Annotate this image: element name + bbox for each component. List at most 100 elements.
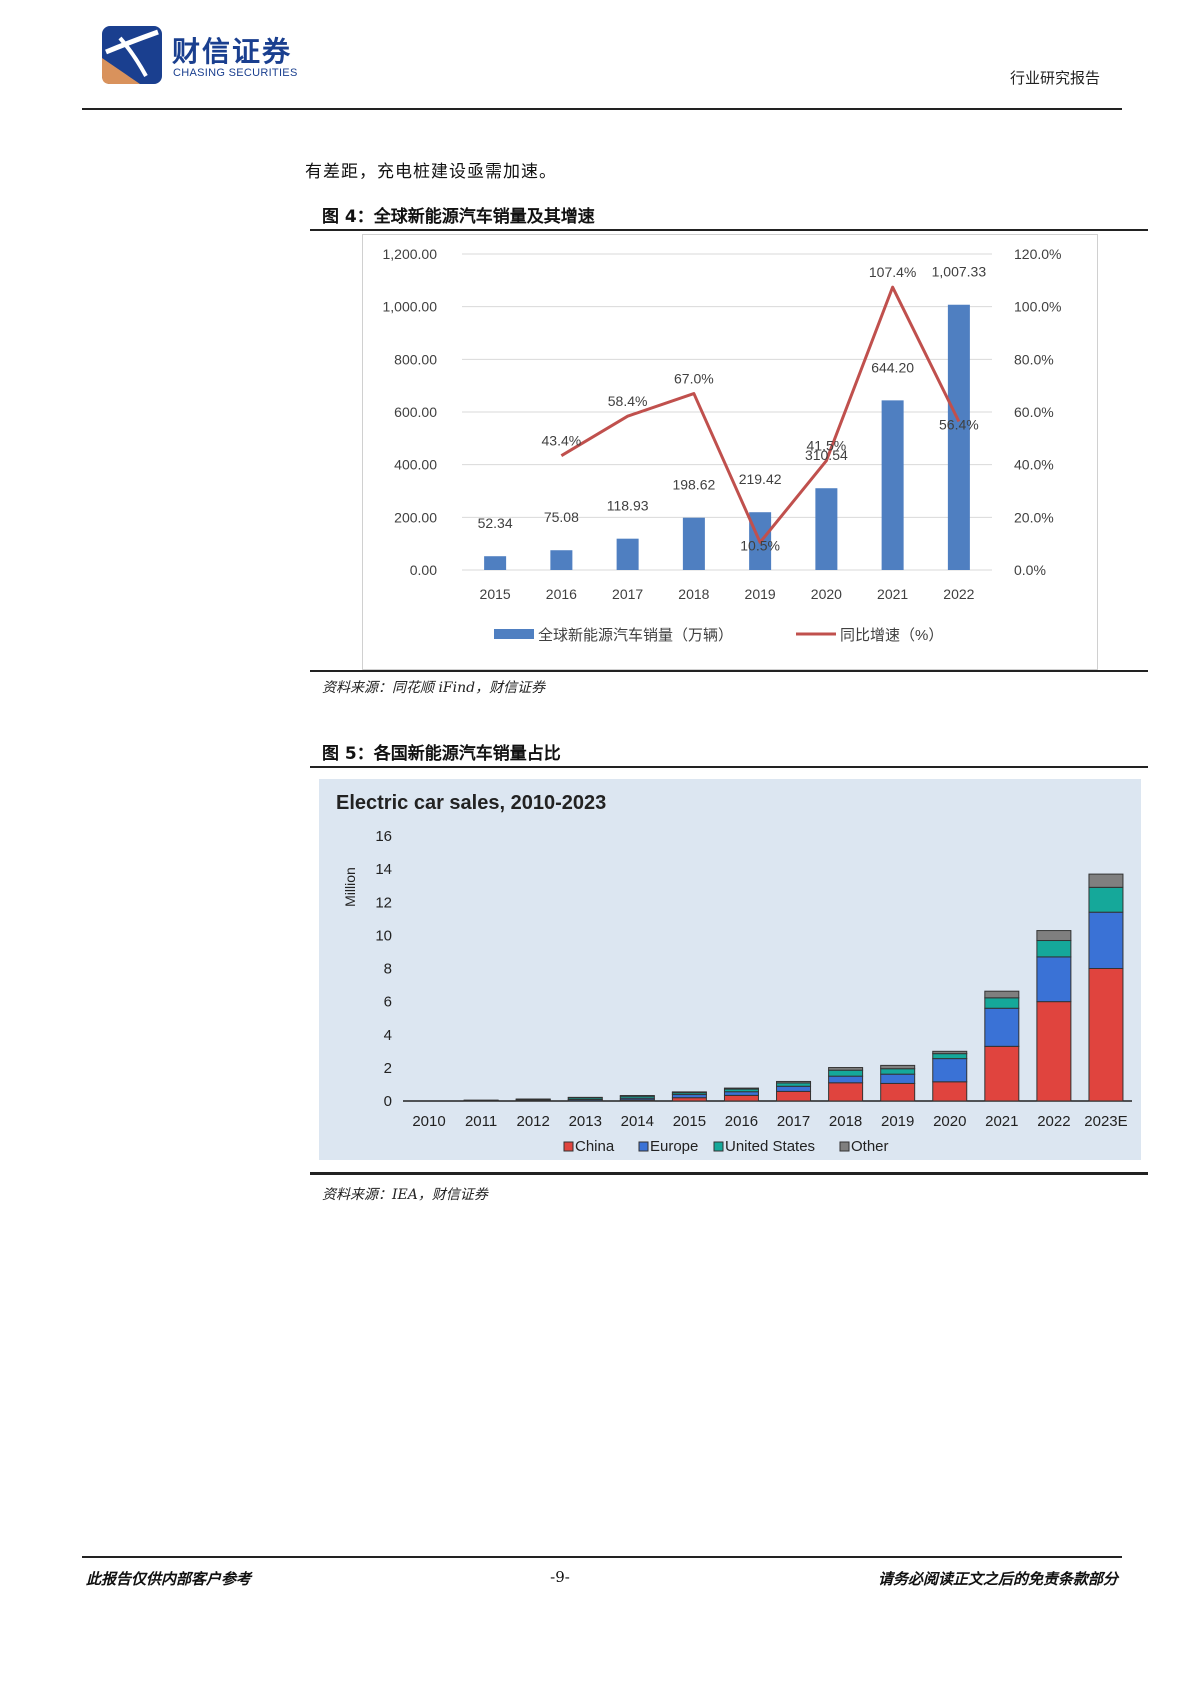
chart5-bar-2023E-china [1088,968,1124,1102]
figure4-chart: 0.00 200.00 400.00 600.00 800.00 1,000.00 1,20… [362,234,1098,670]
chart4-left-tick-label: 600.00 [394,404,437,420]
chart5-legend-label: United States [725,1138,815,1155]
chart4-bar-value-label: 198.62 [672,477,715,493]
chart5-legend-label: Europe [650,1138,698,1155]
chart4-growth-label: 41.5% [807,438,847,454]
chart4-growth-label: 56.4% [939,416,979,432]
chart5-x-tick-label: 2010 [412,1113,445,1130]
figure4-source: 资料来源：同花顺 iFind，财信证券 [322,680,546,696]
chart5-legend-label: China [575,1138,615,1155]
chart4-bar-value-label: 644.20 [871,359,914,375]
chart4-x-tick-label: 2015 [480,586,511,602]
chart5-bar-2022-united-states [1036,940,1072,958]
chart4-bar-value-label: 1,007.33 [932,264,987,280]
figure5-title: 图 5：各国新能源汽车销量占比 [322,744,561,764]
chart5-y-axis-label: Million [342,867,358,907]
chart5-y-tick-label: 2 [384,1060,392,1077]
figure5-bottom-rule [310,1172,1148,1175]
chart4-right-tick-label: 0.0% [1014,562,1046,578]
company-name-cn: 财信证券 [172,35,293,68]
chart5-bar-2017-china [776,1090,812,1102]
chart5-legend-swatch-3 [839,1141,850,1152]
chart4-bar-value-label: 310.54 [805,447,848,463]
chart5-bar-2017-other [776,1080,812,1084]
chart5-x-tick-label: 2016 [725,1113,758,1130]
figure5-top-rule [310,766,1148,768]
chart5-bar-2018-other [828,1067,864,1071]
chart4-legend-bar-swatch [494,629,534,639]
chart5-legend-label: Other [851,1138,889,1155]
chart5-y-tick-label: 8 [384,961,392,978]
chart5-bar-2023E-europe [1088,911,1124,969]
figure5-chart: Electric car sales, 2010-2023 Million 0 2 4 6… [319,779,1141,1160]
chart4-frame [362,234,1098,670]
chart5-y-tick-label: 16 [375,828,392,845]
chart5-bar-2017-europe [776,1085,812,1092]
chart5-x-tick-label: 2020 [933,1113,966,1130]
chart5-x-tick-label: 2014 [621,1113,654,1130]
footer-divider [82,1556,1122,1558]
chart4-legend-bar-label: 全球新能源汽车销量（万辆） [538,626,733,644]
chart4-right-tick-label: 40.0% [1014,457,1054,473]
chart5-bar-2022-china [1036,1001,1072,1102]
chart5-bar-2014-other [619,1095,655,1097]
chart4-bar-2017 [616,538,639,570]
chart5-x-tick-label: 2018 [829,1113,862,1130]
chart5-x-tick-label: 2023E [1084,1113,1127,1130]
chart5-bar-2021-united-states [984,997,1020,1009]
chart5-legend-swatch-1 [638,1141,649,1152]
chart5-x-tick-label: 2022 [1037,1113,1070,1130]
chasing-securities-logo-icon [102,26,162,84]
chart5-bar-2021-china [984,1045,1020,1102]
chart5-x-tick-label: 2021 [985,1113,1018,1130]
chart4-growth-label: 58.4% [608,393,648,409]
chart4-bar-value-label: 219.42 [739,471,782,487]
company-name-en: CHASING SECURITIES [173,67,298,79]
chart5-bar-2020-china [932,1081,968,1102]
chart5-bar-2016-other [723,1087,759,1090]
chart4-left-tick-label: 800.00 [394,351,437,367]
chart5-bar-2022-europe [1036,956,1072,1003]
chart5-title: Electric car sales, 2010-2023 [336,792,606,814]
chart5-legend-swatch-2 [713,1141,724,1152]
chart4-left-tick-label: 200.00 [394,509,437,525]
chart5-y-tick-label: 4 [384,1027,392,1044]
chart4-growth-label: 67.0% [674,371,714,387]
chart5-bar-2021-europe [984,1007,1020,1047]
chart4-growth-line [560,285,961,544]
chart5-bar-2023E-other [1088,873,1124,888]
chart4-x-tick-label: 2018 [678,586,709,602]
chart5-bar-2021-other [984,990,1020,999]
chart5-bar-2019-other [880,1064,916,1070]
chart5-y-tick-label: 14 [375,861,392,878]
page-number: -9- [550,1568,570,1586]
chart5-legend-swatch-0 [563,1141,574,1152]
body-paragraph: 有差距，充电桩建设亟需加速。 [305,162,557,182]
chart4-left-tick-label: 400.00 [394,457,437,473]
chart4-x-tick-label: 2020 [811,586,842,602]
chart5-bar-2016-china [723,1094,759,1102]
chart4-left-tick-label: 1,200.00 [383,246,438,262]
figure4-top-rule [310,229,1148,231]
chart4-bar-value-label: 52.34 [478,515,513,531]
chart4-x-tick-label: 2021 [877,586,908,602]
chart5-bar-2015-other [671,1091,707,1094]
chart5-bar-2023E-united-states [1088,886,1124,913]
chart5-x-tick-label: 2012 [516,1113,549,1130]
chart4-right-tick-label: 80.0% [1014,351,1054,367]
chart4-x-tick-label: 2017 [612,586,643,602]
figure5-source: 资料来源：IEA，财信证券 [322,1187,488,1203]
chart5-x-tick-label: 2015 [673,1113,706,1130]
chart5-y-tick-label: 10 [375,927,392,944]
chart5-bar-2018-china [828,1082,864,1102]
chart4-bar-2016 [550,550,573,570]
chart4-x-tick-label: 2019 [745,586,776,602]
chart5-bar-2018-united-states [828,1069,864,1077]
footer-disclaimer: 此报告仅供内部客户参考 [86,1570,252,1588]
chart4-bar-2015 [484,556,507,570]
report-type-label: 行业研究报告 [1009,69,1100,87]
chart4-x-tick-label: 2016 [546,586,577,602]
chart5-bar-2020-united-states [932,1053,968,1060]
chart4-x-tick-label: 2022 [943,586,974,602]
header-divider [82,108,1122,110]
